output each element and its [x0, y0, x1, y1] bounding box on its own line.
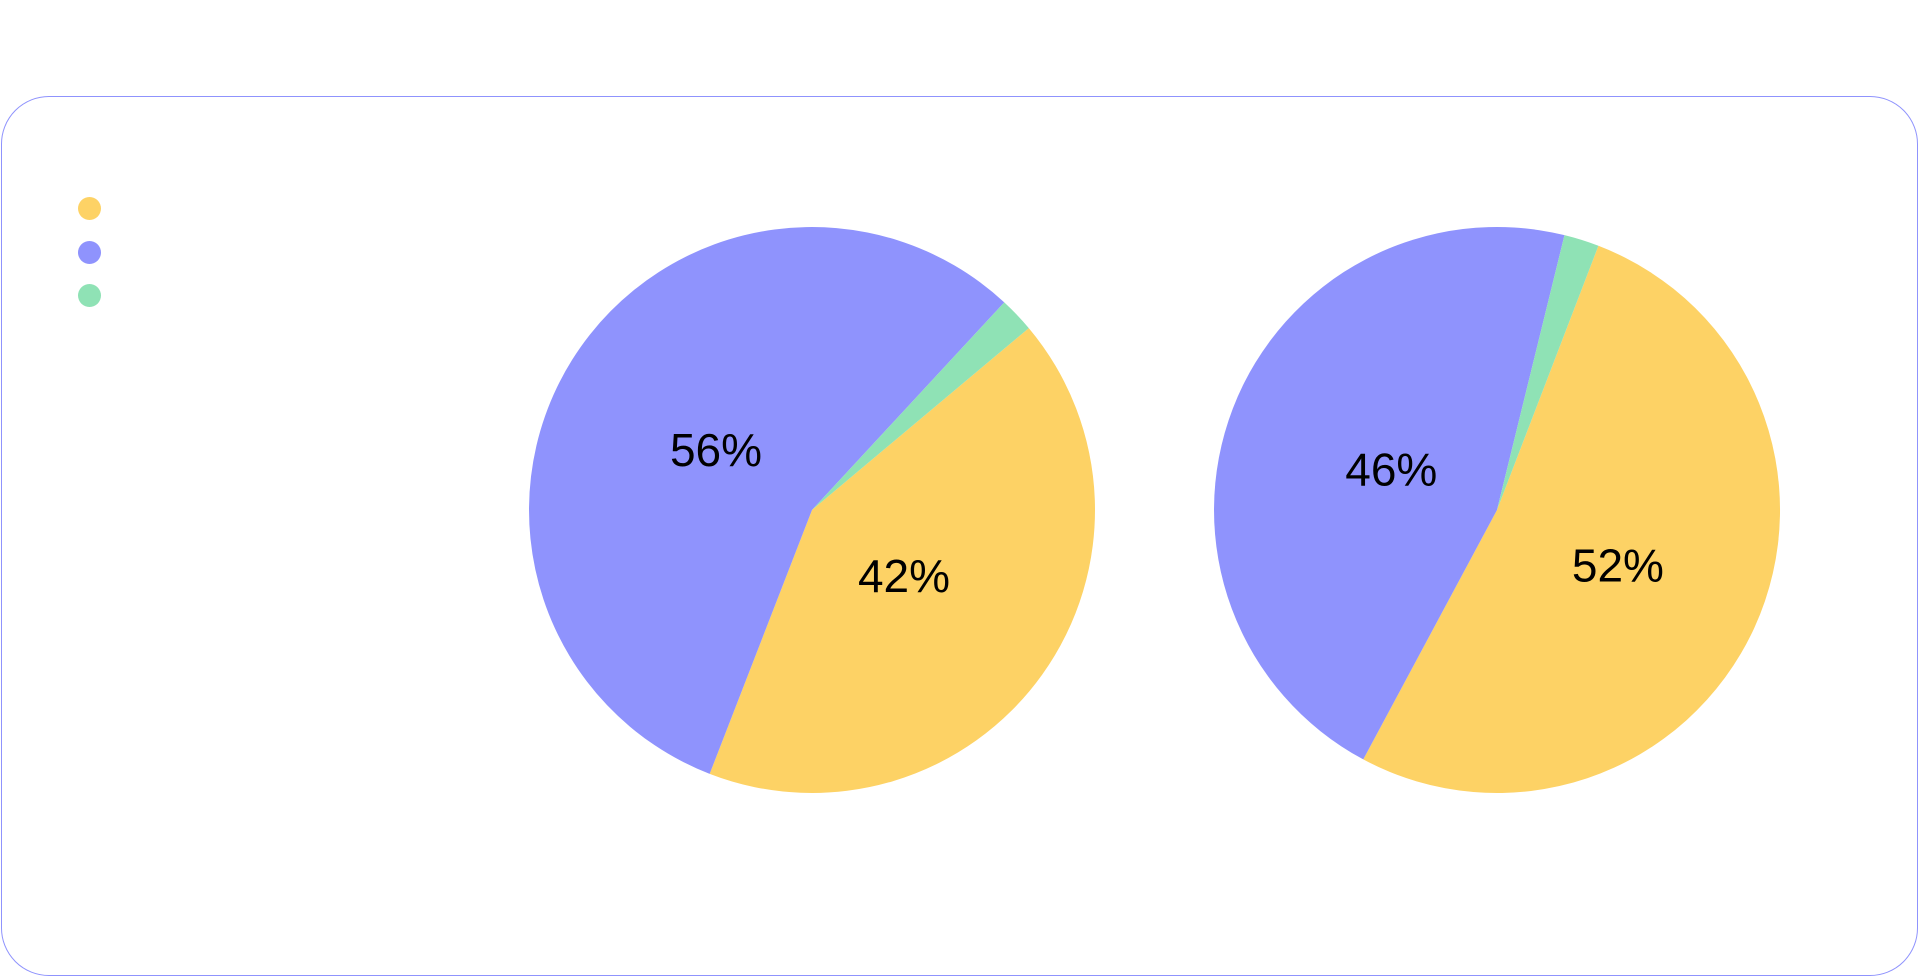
legend-swatch	[78, 240, 101, 264]
pie-slice-blue[interactable]	[1214, 227, 1565, 760]
slice-value-label: 42%	[858, 550, 950, 602]
legend-swatch	[78, 197, 101, 220]
pie-chart-right: 52% 46%	[1214, 227, 1781, 794]
pie-slice-yellow[interactable]	[709, 328, 1096, 794]
slice-value-label: 52%	[1572, 539, 1664, 591]
legend-item[interactable]	[78, 197, 108, 241]
pie-slice-yellow[interactable]	[1363, 245, 1781, 794]
legend-item[interactable]	[78, 284, 108, 328]
pie-slice-green[interactable]	[1497, 235, 1599, 511]
legend-swatch	[78, 284, 101, 307]
pie-slice-blue[interactable]	[529, 227, 1005, 774]
pie-slice-green[interactable]	[812, 302, 1029, 510]
slice-value-label: 46%	[1345, 443, 1437, 495]
legend-item[interactable]	[78, 240, 108, 285]
legend	[78, 197, 108, 328]
slice-value-label: 56%	[670, 424, 762, 476]
pie-chart-left: 42% 56%	[529, 227, 1096, 794]
